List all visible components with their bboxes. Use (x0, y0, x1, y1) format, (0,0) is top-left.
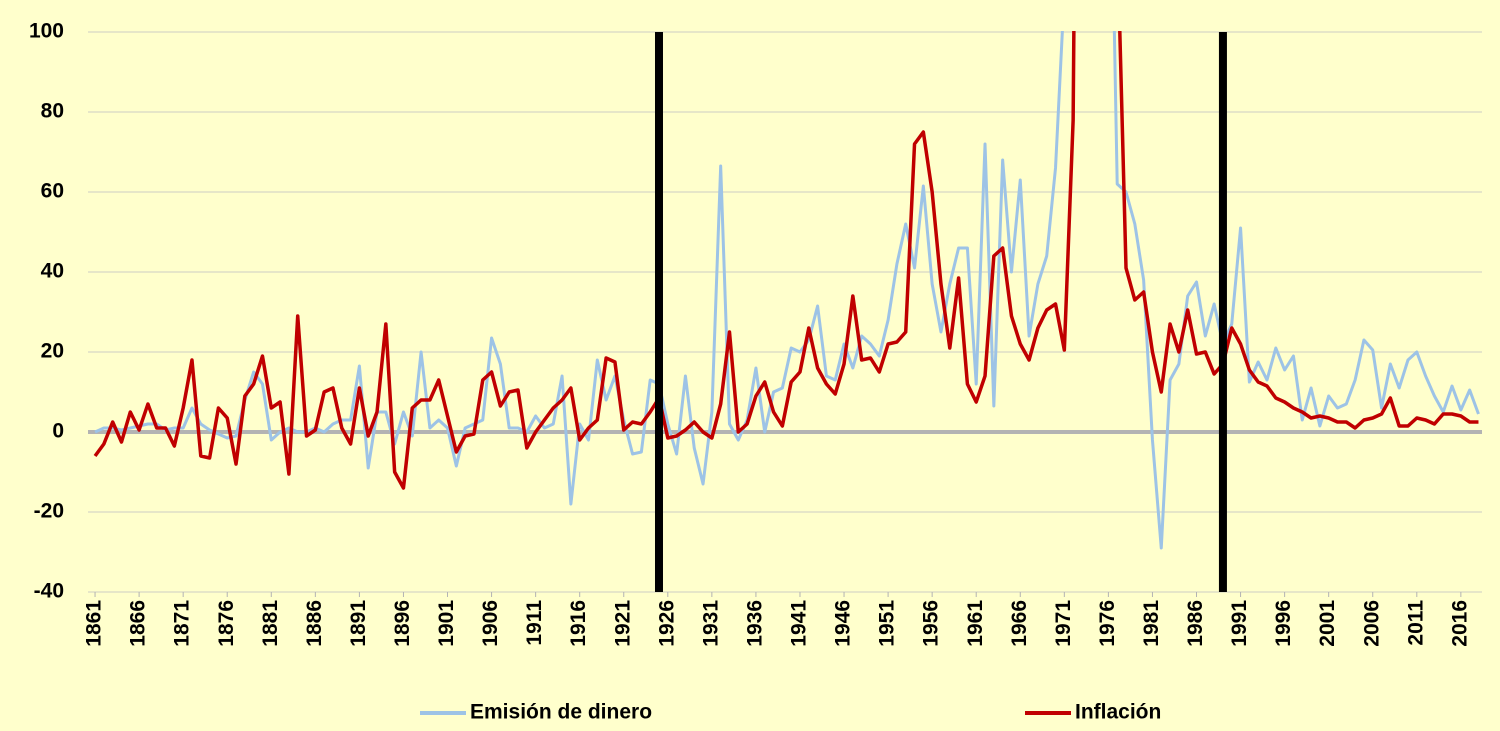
x-tick-label: 1861 (83, 600, 106, 647)
y-tick-label: 100 (29, 20, 64, 43)
x-tick-label: 1876 (215, 600, 238, 647)
x-tick-label: 1936 (743, 600, 766, 647)
x-tick-label: 1981 (1140, 600, 1163, 647)
x-tick-label: 1871 (171, 600, 194, 647)
x-tick-label: 1891 (347, 600, 370, 647)
series-line (93, 31, 1479, 490)
x-tick-label: 1911 (523, 600, 546, 646)
x-tick-label: 1881 (259, 600, 282, 647)
x-tick-label: 1976 (1096, 600, 1119, 647)
x-tick-label: 2016 (1448, 600, 1471, 647)
y-tick-label: -20 (34, 500, 64, 523)
y-tick-label: 80 (41, 100, 64, 123)
x-tick-label: 1986 (1184, 600, 1207, 647)
y-tick-label: 40 (41, 260, 64, 283)
x-tick-label: 1971 (1052, 600, 1075, 647)
x-tick-label: 1886 (303, 600, 326, 647)
x-tick-label: 1961 (964, 600, 987, 647)
y-tick-label: 60 (41, 180, 64, 203)
x-tick-label: 1991 (1228, 600, 1251, 647)
x-tick-label: 1906 (479, 600, 502, 647)
x-tick-label: 1966 (1008, 600, 1031, 647)
x-tick-label: 1946 (832, 600, 855, 647)
x-tick-label: 1951 (876, 600, 899, 647)
x-tick-label: 1921 (611, 600, 634, 647)
legend-label: Emisión de dinero (470, 701, 652, 724)
x-tick-label: 1916 (567, 600, 590, 647)
x-tick-label: 1926 (655, 600, 678, 647)
x-tick-label: 1901 (435, 600, 458, 647)
x-tick-label: 1931 (699, 600, 722, 647)
y-tick-label: 0 (52, 420, 64, 443)
x-tick-label: 2011 (1404, 600, 1427, 646)
x-tick-label: 1866 (127, 600, 150, 647)
y-tick-label: -40 (34, 580, 64, 603)
x-tick-label: 1896 (391, 600, 414, 647)
x-tick-label: 2001 (1316, 600, 1339, 647)
series-line (94, 31, 1480, 550)
x-tick-label: 1996 (1272, 600, 1295, 647)
x-tick-label: 1956 (920, 600, 943, 647)
plot-area (93, 31, 1480, 550)
y-tick-label: 20 (41, 340, 64, 363)
x-tick-label: 1941 (788, 600, 811, 647)
legend-label: Inflación (1075, 701, 1161, 724)
x-tick-label: 2006 (1360, 600, 1383, 647)
